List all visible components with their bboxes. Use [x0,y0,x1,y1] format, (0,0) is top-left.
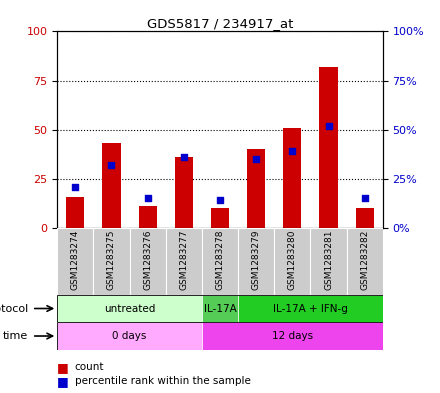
Text: untreated: untreated [104,303,155,314]
Bar [66,196,84,228]
Bar [283,128,301,228]
Text: IL-17A + IFN-g: IL-17A + IFN-g [273,303,348,314]
Point [361,195,368,202]
Text: ■: ■ [57,361,69,374]
Text: GSM1283278: GSM1283278 [216,230,224,290]
Bar [93,228,129,295]
Text: GSM1283274: GSM1283274 [71,230,80,290]
Bar [129,228,166,295]
Text: GSM1283276: GSM1283276 [143,230,152,290]
Title: GDS5817 / 234917_at: GDS5817 / 234917_at [147,17,293,30]
Bar [211,208,229,228]
Text: GSM1283281: GSM1283281 [324,230,333,290]
Text: count: count [75,362,104,373]
Text: 12 days: 12 days [272,331,313,341]
Bar [319,67,337,228]
Bar [202,322,383,350]
Text: protocol: protocol [0,303,28,314]
Bar [238,295,383,322]
Bar [247,149,265,228]
Text: 0 days: 0 days [112,331,147,341]
Bar [166,228,202,295]
Bar [311,228,347,295]
Bar [57,295,202,322]
Point [180,154,187,160]
Bar [57,322,202,350]
Point [72,184,79,190]
Text: percentile rank within the sample: percentile rank within the sample [75,376,251,386]
Bar [347,228,383,295]
Bar [238,228,274,295]
Bar [103,143,121,228]
Text: GSM1283279: GSM1283279 [252,230,260,290]
Text: ■: ■ [57,375,69,388]
Bar [274,228,311,295]
Point [289,148,296,154]
Bar [356,208,374,228]
Text: IL-17A: IL-17A [204,303,236,314]
Bar [202,228,238,295]
Point [144,195,151,202]
Point [216,197,224,204]
Bar [57,228,93,295]
Bar [175,157,193,228]
Point [253,156,260,162]
Bar [202,295,238,322]
Point [108,162,115,168]
Point [325,123,332,129]
Text: GSM1283282: GSM1283282 [360,230,369,290]
Text: GSM1283277: GSM1283277 [180,230,188,290]
Text: GSM1283275: GSM1283275 [107,230,116,290]
Text: time: time [3,331,28,341]
Bar [139,206,157,228]
Text: GSM1283280: GSM1283280 [288,230,297,290]
